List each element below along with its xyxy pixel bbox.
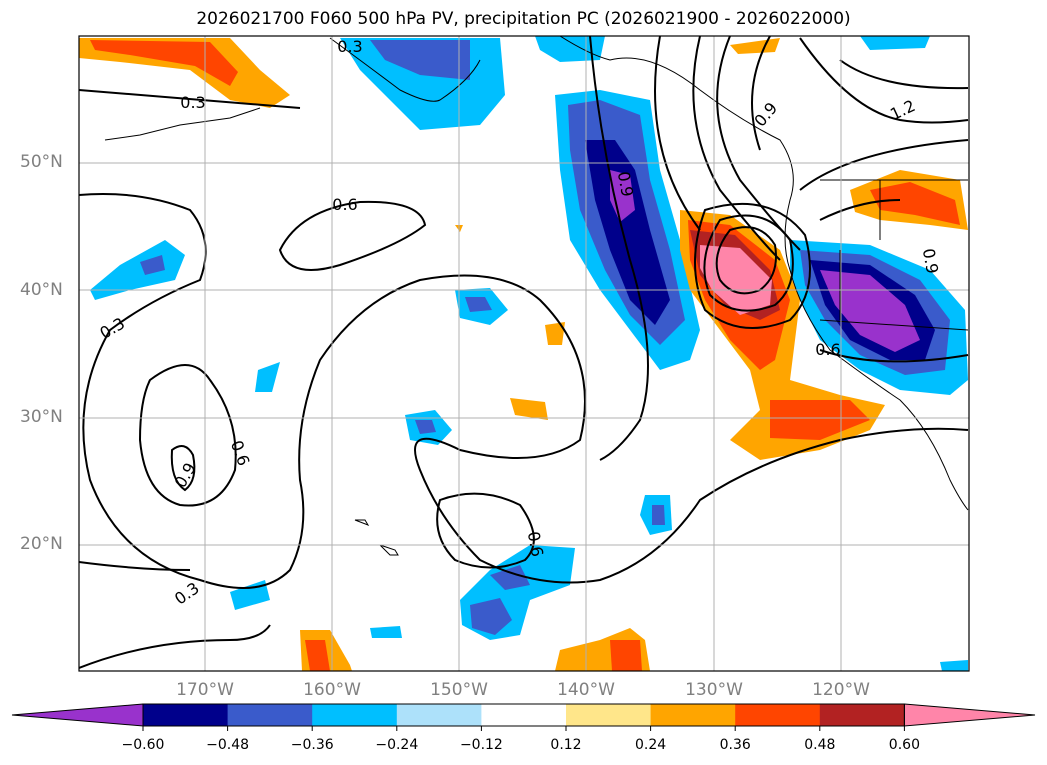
contour-label: 0.6 [815,340,840,359]
lon-label-140w: 140°W [557,680,615,700]
pv-contours [79,36,969,669]
contour-label: 0.3 [337,37,362,56]
lat-label-20n: 20°N [20,534,63,554]
colorbar-tick-label: 0.36 [719,737,751,753]
lon-label-150w: 150°W [430,680,488,700]
contour-label: 0.9 [919,247,942,275]
contour-label: 0.6 [332,195,357,214]
lon-label-170w: 170°W [176,680,234,700]
colorbar-tick-label: −0.36 [290,737,334,753]
colorbar-tick-label: −0.12 [459,737,503,753]
colorbar-extend-high [903,703,1036,727]
colorbar-segment [227,704,313,726]
lat-label-40n: 40°N [20,280,63,300]
lat-label-50n: 50°N [20,152,63,172]
coastlines [104,36,969,556]
colorbar-segment [143,704,229,726]
contour-label: 0.3 [180,93,205,112]
colorbar-segment [566,704,652,726]
contour-label: 0.9 [614,170,637,198]
colorbar-outline [142,703,905,727]
colorbar-extend-low [11,703,144,727]
colorbar [11,703,1036,731]
colorbar-tick-label: −0.24 [375,737,419,753]
colorbar-segment [735,704,821,726]
colorbar-tick-label: 0.48 [804,737,836,753]
colorbar-segment [650,704,736,726]
colorbar-tick-label: −0.60 [121,737,165,753]
colorbar-segment [481,704,567,726]
plot-frame [78,35,970,672]
lon-label-130w: 130°W [685,680,743,700]
colorbar-tick-label: −0.48 [206,737,250,753]
colorbar-tick-label: 0.60 [888,737,920,753]
colorbar-tick-label: 0.12 [550,737,582,753]
colorbar-segment [312,704,398,726]
colorbar-segment [396,704,482,726]
contour-label: 0.6 [524,530,547,558]
lat-label-30n: 30°N [20,407,63,427]
graticule [79,36,969,671]
map-title: 2026021700 F060 500 hPa PV, precipitatio… [196,9,851,29]
lon-label-160w: 160°W [303,680,361,700]
colorbar-segment [819,704,905,726]
lon-label-120w: 120°W [812,680,870,700]
colorbar-tick-label: 0.24 [635,737,667,753]
